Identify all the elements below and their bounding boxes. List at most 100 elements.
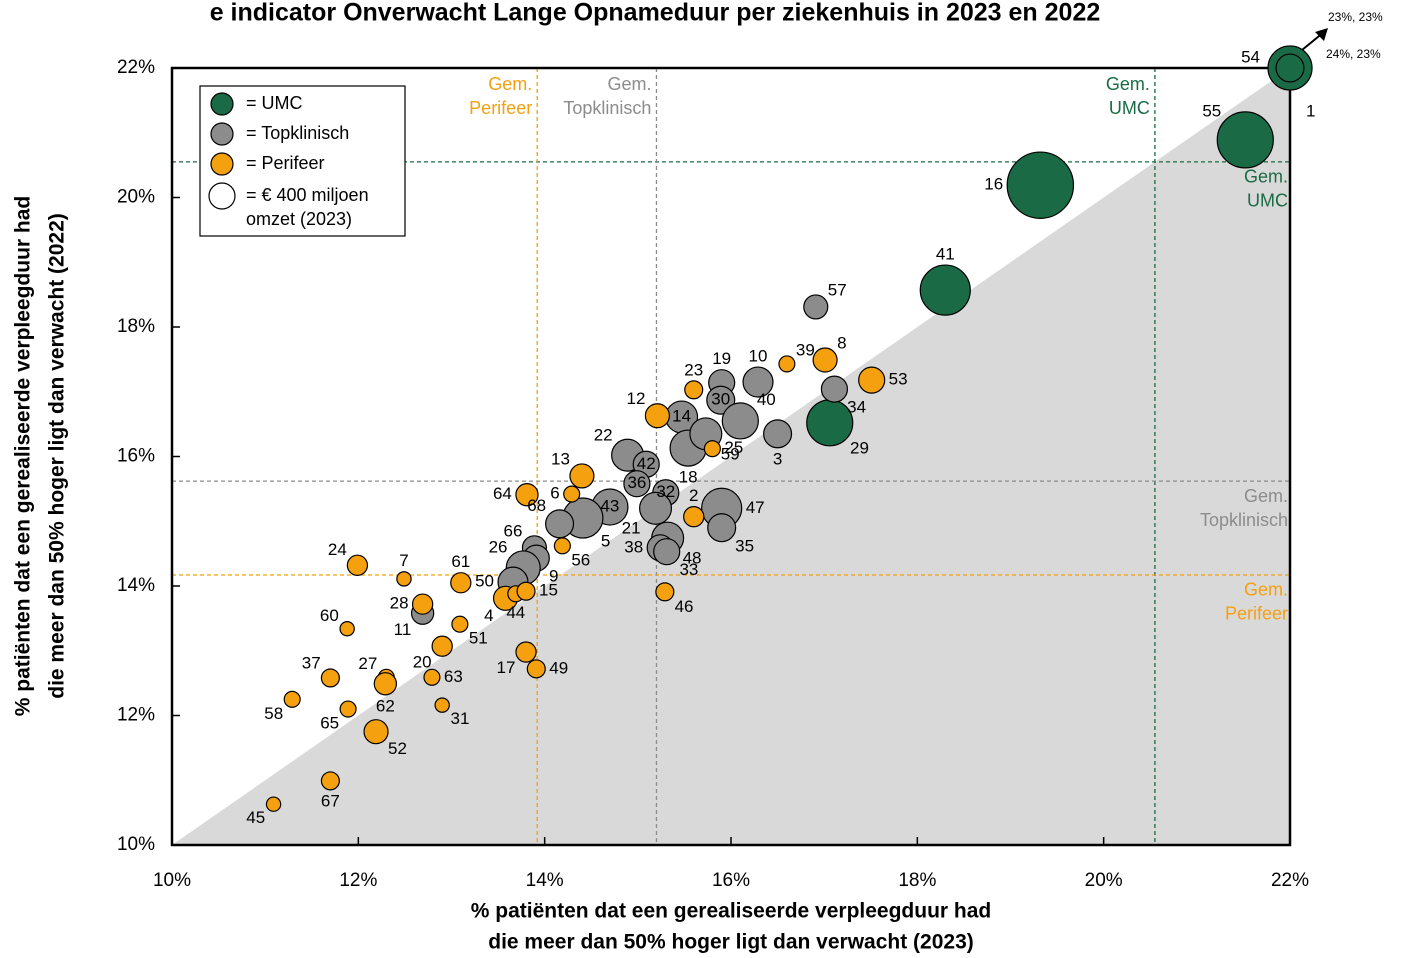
bubble <box>339 700 357 718</box>
point-label: 1 <box>1306 101 1315 120</box>
bubble <box>283 690 301 708</box>
outlier-text: 24%, 23% <box>1326 47 1381 61</box>
bubble <box>1006 151 1075 219</box>
bubble <box>683 506 705 528</box>
x-tick-label: 16% <box>712 870 750 891</box>
point-label: 27 <box>358 654 377 673</box>
average-label: Gem. <box>1244 486 1288 506</box>
legend-label: = Topklinisch <box>246 123 349 143</box>
y-tick-label: 10% <box>117 834 155 855</box>
legend-box <box>199 85 406 237</box>
bubble <box>707 513 737 543</box>
bubble <box>742 366 774 398</box>
bubble <box>858 366 886 394</box>
point-label: 8 <box>837 334 846 353</box>
point-label: 4 <box>484 606 493 625</box>
bubble <box>526 659 546 679</box>
point-label: 58 <box>264 704 283 723</box>
bubble <box>320 668 340 688</box>
point-label: 45 <box>246 808 265 827</box>
y-tick-label: 16% <box>117 446 155 467</box>
point-label: 44 <box>506 603 525 622</box>
bubble <box>763 419 793 449</box>
point-label: 53 <box>889 370 908 389</box>
average-label: Perifeer <box>1225 604 1288 624</box>
bubble <box>320 771 340 791</box>
y-tick-label: 22% <box>117 57 155 78</box>
bubble <box>623 470 651 498</box>
point-label: 19 <box>712 349 731 368</box>
bubble <box>431 635 453 657</box>
y-tick-label: 12% <box>117 705 155 726</box>
point-label: 34 <box>847 397 866 416</box>
y-tick-label: 14% <box>117 575 155 596</box>
bubble <box>515 483 539 507</box>
x-tick-label: 10% <box>153 870 191 891</box>
bubble <box>803 294 829 320</box>
legend-marker <box>210 152 234 176</box>
point-label: 46 <box>675 597 694 616</box>
bubble <box>639 491 673 525</box>
point-label: 66 <box>504 521 523 540</box>
average-label: Gem. <box>607 74 651 94</box>
point-label: 10 <box>749 347 768 366</box>
average-label: UMC <box>1247 191 1288 211</box>
bubble <box>684 380 704 400</box>
bubble <box>820 375 849 403</box>
bubble <box>396 571 412 587</box>
point-label: 22 <box>594 426 613 445</box>
average-label: Topklinisch <box>563 98 651 118</box>
average-label: Gem. <box>1244 580 1288 600</box>
y-tick-label: 20% <box>117 187 155 208</box>
point-label: 25 <box>724 438 743 457</box>
point-label: 24 <box>328 540 347 559</box>
point-label: 54 <box>1241 47 1260 66</box>
point-label: 16 <box>984 175 1003 194</box>
bubble <box>515 641 537 663</box>
bubble <box>806 399 854 447</box>
y-tick-label: 18% <box>117 316 155 337</box>
point-label: 2 <box>689 486 698 505</box>
point-label: 31 <box>451 709 470 728</box>
bubble <box>346 554 369 576</box>
average-label: Gem. <box>488 74 532 94</box>
point-label: 35 <box>735 537 754 556</box>
point-label: 39 <box>796 340 815 359</box>
point-label: 50 <box>475 572 494 591</box>
point-label: 59 <box>721 444 740 463</box>
bubble <box>812 347 838 373</box>
point-label: 61 <box>451 552 470 571</box>
point-label: 23 <box>684 360 703 379</box>
bubble <box>778 355 796 373</box>
point-label: 43 <box>600 496 619 515</box>
point-label: 3 <box>773 449 782 468</box>
bubble <box>569 463 595 489</box>
bubble <box>919 264 971 316</box>
chart-title: e indicator Onverwacht Lange Opnameduur … <box>210 0 1101 27</box>
point-label: 14 <box>672 406 691 425</box>
point-label: 52 <box>388 739 407 758</box>
bubble <box>450 572 472 594</box>
legend-size-marker <box>208 182 236 210</box>
average-label: UMC <box>1109 98 1150 118</box>
bubble <box>703 440 721 458</box>
point-label: 40 <box>757 390 776 409</box>
point-label: 12 <box>626 389 645 408</box>
point-label: 21 <box>622 519 641 538</box>
point-label: 30 <box>711 390 730 409</box>
y-axis-title: die meer dan 50% hoger ligt dan verwacht… <box>46 213 69 699</box>
bubble <box>721 402 759 440</box>
point-label: 62 <box>376 696 395 715</box>
legend-marker <box>210 92 234 116</box>
point-label: 13 <box>551 449 570 468</box>
point-label: 68 <box>527 496 546 515</box>
point-label: 29 <box>850 439 869 458</box>
average-label: Gem. <box>1244 167 1288 187</box>
outlier-arrowhead <box>1315 28 1328 41</box>
x-tick-label: 18% <box>898 870 936 891</box>
bubble <box>265 796 282 812</box>
bubble <box>545 509 575 539</box>
point-label: 38 <box>624 537 643 556</box>
x-tick-label: 12% <box>339 870 377 891</box>
